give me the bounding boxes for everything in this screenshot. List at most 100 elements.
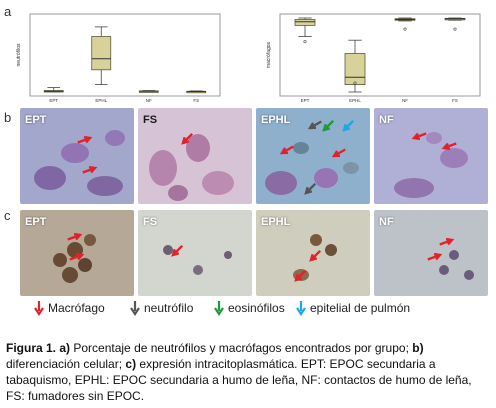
caption-a-text: Porcentaje de neutrófilos y macrófagos e… (70, 341, 413, 355)
cell-shape (265, 171, 297, 195)
cell-shape (78, 258, 92, 272)
x-tick-label: EPHL (95, 98, 107, 103)
x-tick-label: EPHL (349, 98, 361, 103)
panel-a-letter: a (4, 4, 12, 19)
legend-label: neutrófilo (144, 301, 194, 315)
micrograph-label: NF (379, 114, 394, 126)
legend-label: Macrófago (48, 301, 105, 315)
blue-arrow-icon (342, 119, 355, 132)
cell-shape (84, 234, 96, 246)
red-arrow-icon (309, 249, 322, 262)
box-plots: neutrófilos EPT EPHL NF FS macrófagos EPT EPHL… (16, 13, 481, 103)
gray-arrow-icon (304, 182, 317, 195)
gray-arrow-icon (130, 301, 140, 316)
red-arrow-icon (441, 142, 457, 151)
caption-a-letter: a) (59, 341, 71, 355)
micrograph-row-b: EPT FS EPHL NF (20, 108, 492, 204)
outlier-point (353, 81, 357, 85)
cell-legend: Macrófago neutrófilo eosinófilos epiteli… (0, 296, 496, 320)
legend-neutrophil: neutrófilo (130, 300, 193, 316)
red-arrow-icon (171, 244, 184, 257)
cell-shape (186, 134, 210, 162)
red-arrow-icon (427, 252, 443, 261)
x-tick-label: FS (452, 98, 458, 103)
red-arrow-icon (411, 132, 427, 141)
red-arrow-icon (294, 269, 307, 282)
cell-shape (105, 130, 125, 146)
red-arrow-icon (279, 145, 294, 155)
micrograph-label: FS (143, 114, 158, 126)
legend-lung-epithelial: epitelial de pulmón (296, 300, 410, 316)
cell-shape (224, 251, 232, 259)
blue-arrow-icon (296, 301, 306, 316)
x-tick-label: NF (146, 98, 152, 103)
red-arrow-icon (82, 165, 98, 174)
micrograph-nf: NF (374, 210, 488, 296)
cell-shape (314, 168, 338, 188)
cell-shape (464, 270, 474, 280)
red-arrow-icon (439, 237, 455, 246)
legend-label: epitelial de pulmón (310, 301, 411, 315)
cell-shape (34, 166, 66, 190)
cell-shape (325, 244, 337, 256)
box-EPT (294, 19, 316, 26)
micrograph-fs: FS (138, 210, 252, 296)
box-EPHL (344, 53, 366, 86)
cell-shape (439, 265, 449, 275)
red-arrow-icon (77, 135, 93, 144)
cell-shape (168, 185, 188, 201)
cell-image (293, 234, 337, 282)
cell-shape (310, 234, 322, 246)
cell-shape (426, 132, 442, 144)
cell-image (163, 244, 232, 275)
outlier-point (303, 40, 307, 44)
cell-shape (61, 143, 89, 163)
green-arrow-icon (322, 119, 335, 132)
red-arrow-icon (67, 232, 83, 241)
plot-frame (29, 13, 221, 97)
x-tick-label: NF (402, 98, 408, 103)
macrophage-box-plot: macrófagos EPT EPHL NF FS (266, 13, 481, 103)
legend-eosinophil: eosinófilos (214, 300, 285, 316)
cell-shape (87, 176, 123, 196)
caption-b-letter: b) (412, 341, 424, 355)
outlier-point (403, 27, 407, 31)
cell-shape (193, 265, 203, 275)
micrograph-ephl: EPHL (256, 108, 370, 204)
y-axis-label: neutrófilos (16, 43, 22, 67)
micrograph-fs: FS (138, 108, 252, 204)
cell-shape (149, 150, 177, 186)
y-axis-label: macrófagos (266, 41, 272, 68)
red-arrow-icon (69, 252, 85, 261)
cell-image (34, 130, 125, 196)
micrograph-label: EPHL (261, 114, 291, 126)
cell-shape (163, 245, 173, 255)
x-tick-label: FS (193, 98, 199, 103)
cell-shape (394, 178, 434, 198)
micrograph-ephl: EPHL (256, 210, 370, 296)
neutrophil-box-plot: neutrófilos EPT EPHL NF FS (16, 13, 221, 103)
micrograph-ept: EPT (20, 108, 134, 204)
cell-image (149, 132, 234, 201)
caption-c-text: expresión intracitoplasmática. EPT: EPOC… (6, 357, 472, 403)
box-EPHL (91, 36, 112, 71)
cell-shape (440, 148, 468, 168)
cell-shape (449, 250, 459, 260)
legend-label: eosinófilos (228, 301, 285, 315)
red-arrow-icon (181, 132, 194, 145)
panel-b-letter: b (4, 110, 12, 125)
micrograph-label: EPT (25, 216, 47, 228)
x-tick-label: EPT (49, 98, 58, 103)
panel-c-letter: c (4, 208, 11, 223)
gray-arrow-icon (307, 120, 322, 130)
caption-b-text: diferenciación celular; (6, 357, 126, 371)
cell-shape (293, 142, 309, 154)
micrograph-label: EPHL (261, 216, 291, 228)
micrograph-label: NF (379, 216, 394, 228)
cell-image (53, 232, 96, 283)
micrograph-row-c: EPT FS EPHL NF (20, 210, 492, 296)
outlier-point (453, 27, 457, 31)
x-tick-label: EPT (301, 98, 310, 103)
micrograph-label: FS (143, 216, 158, 228)
caption-c-letter: c) (125, 357, 137, 371)
